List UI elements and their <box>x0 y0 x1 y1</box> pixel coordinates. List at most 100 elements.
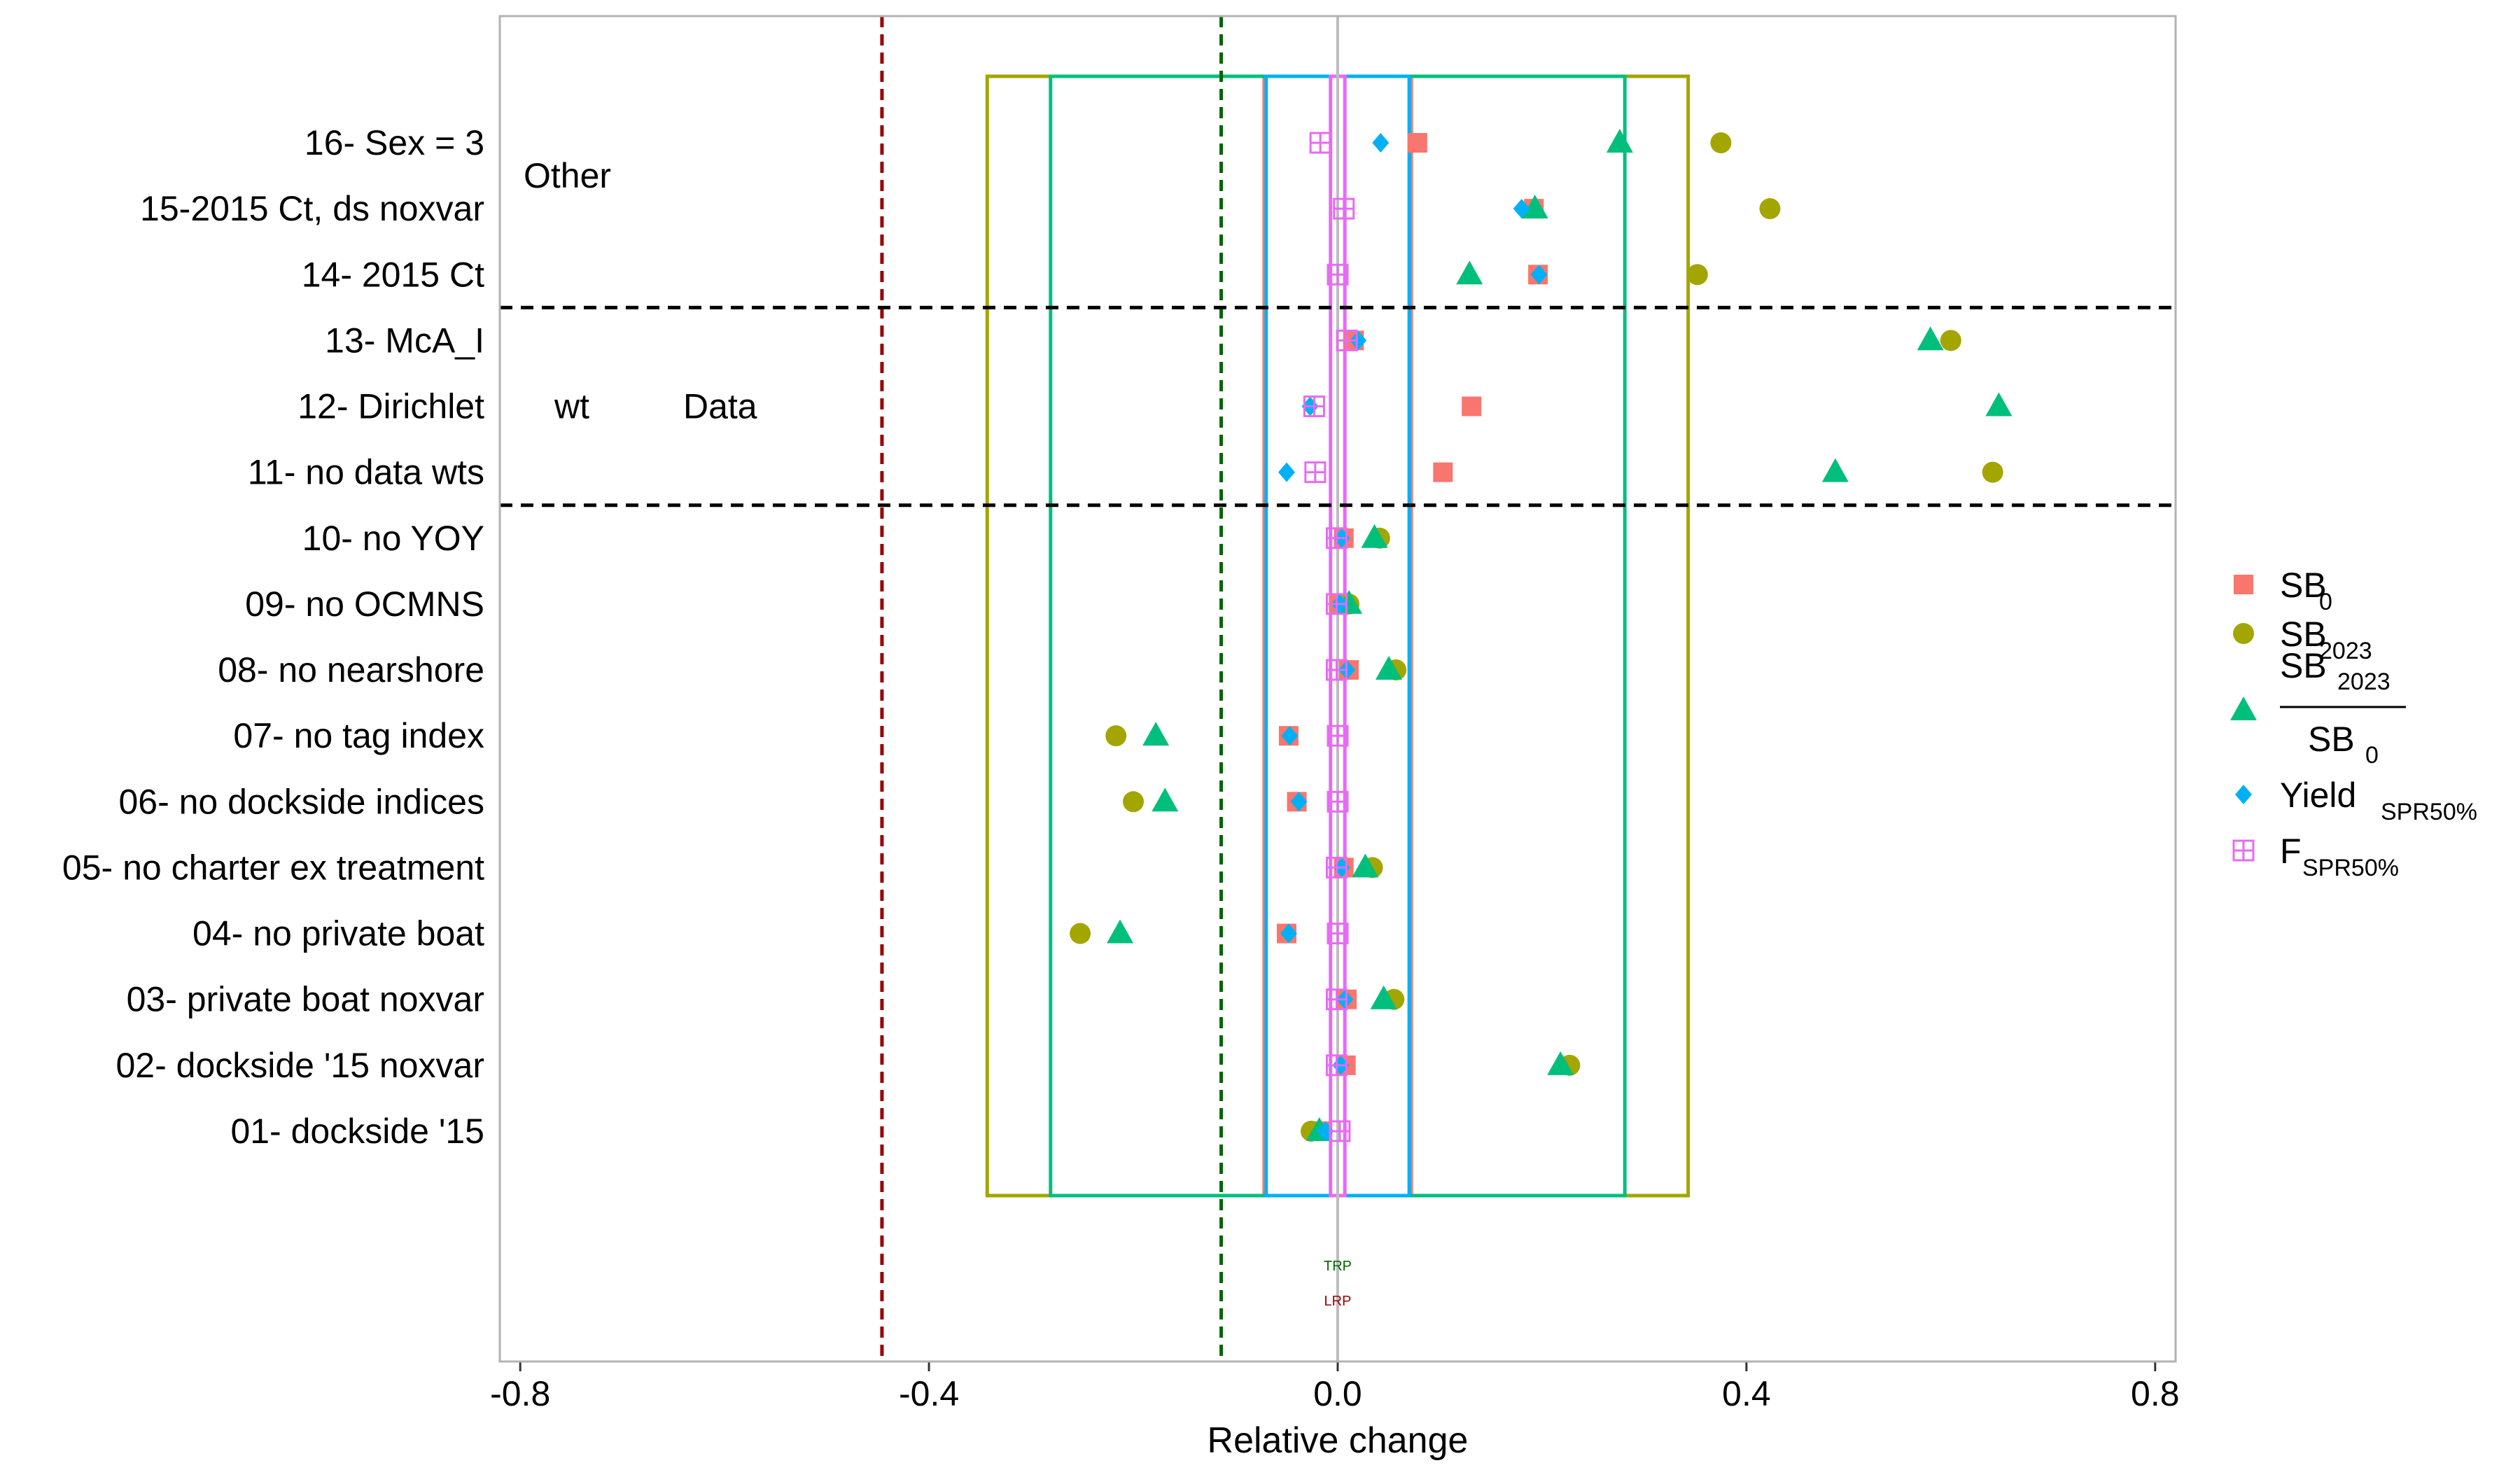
legend-key-0 <box>2234 575 2253 594</box>
point-s1-r12 <box>1070 923 1091 944</box>
point-s1-r3 <box>1940 330 1961 351</box>
x-tick-label-0: -0.8 <box>490 1374 550 1413</box>
point-s3-r0 <box>1372 133 1390 153</box>
point-s3-r10 <box>1290 792 1308 812</box>
point-s2-r9 <box>1142 722 1170 746</box>
point-s2-r1 <box>1521 195 1548 219</box>
point-s1-r10 <box>1123 791 1144 813</box>
point-s1-r5 <box>1982 461 2003 483</box>
point-s3-r5 <box>1278 462 1296 482</box>
reference-lines: LRP TRP <box>500 16 2176 1362</box>
point-s1-r1 <box>1759 198 1781 220</box>
point-s4-r4 <box>1303 396 1325 418</box>
point-s2-r4 <box>1985 392 2012 416</box>
legend-key-4 <box>2232 839 2255 862</box>
category-label-4: 12- Dirichlet <box>298 387 484 426</box>
category-label-15: 01- dockside '15 <box>230 1112 484 1151</box>
point-s4-r5 <box>1304 461 1326 484</box>
category-label-2: 14- 2015 Ct <box>302 255 484 294</box>
point-s4-r2 <box>1326 263 1349 286</box>
point-s4-r9 <box>1326 724 1349 747</box>
point-s4-r0 <box>1309 132 1331 154</box>
point-s2-r5 <box>1821 458 1849 482</box>
point-s4-r1 <box>1333 197 1355 220</box>
legend-label-1-sub: 2023 <box>2319 638 2372 664</box>
point-s4-r10 <box>1326 790 1349 813</box>
point-s0-r0 <box>1407 133 1427 153</box>
category-label-11: 05- no charter ex treatment <box>62 848 484 887</box>
category-label-14: 02- dockside '15 noxvar <box>115 1046 484 1085</box>
point-s0-r5 <box>1433 462 1453 482</box>
legend-label-3-sub: SPR50% <box>2381 799 2477 825</box>
plot-border <box>498 15 2177 1363</box>
legend-label-0: SB <box>2280 566 2327 605</box>
category-label-6: 10- no YOY <box>302 519 484 558</box>
legend-label-0-sub: 0 <box>2319 589 2332 615</box>
legend-label-1: SB <box>2280 615 2327 654</box>
category-label-10: 06- no dockside indices <box>118 782 484 821</box>
legend-label-2-denominator-sub: 0 <box>2365 742 2379 769</box>
legend-label-2-denominator: SB <box>2308 720 2355 759</box>
point-s4-r13 <box>1326 988 1348 1011</box>
x-axis-title: Relative change <box>1208 1420 1469 1461</box>
legend-key-2 <box>2230 696 2257 720</box>
point-s2-r8 <box>1375 656 1402 680</box>
point-s1-r0 <box>1710 132 1732 153</box>
point-s1-r9 <box>1105 725 1127 747</box>
point-s2-r11 <box>1352 853 1379 878</box>
category-label-12: 04- no private boat <box>192 914 484 953</box>
reference-label-lrp: LRP <box>1324 1294 1352 1309</box>
legend-label-2-numerator: SB <box>2280 646 2327 685</box>
point-s2-r14 <box>1547 1051 1574 1075</box>
point-s3-r12 <box>1280 923 1297 944</box>
category-label-0: 16- Sex = 3 <box>304 123 484 162</box>
legend-label-4: F <box>2280 832 2302 871</box>
category-label-8: 08- no nearshore <box>218 650 484 690</box>
legend-label-3: Yield <box>2280 776 2356 815</box>
x-tick-label-4: 0.8 <box>2131 1374 2180 1413</box>
point-s2-r6 <box>1361 524 1388 548</box>
category-label-13: 03- private boat noxvar <box>127 980 484 1019</box>
category-labels: 16- Sex = 3 15-2015 Ct, ds noxvar 14- 2015… <box>62 123 757 1151</box>
category-label-9: 07- no tag index <box>233 716 484 755</box>
point-s0-r4 <box>1462 396 1482 416</box>
point-s3-r3 <box>1350 330 1367 351</box>
point-s2-r10 <box>1152 788 1179 812</box>
point-s2-r13 <box>1370 985 1397 1009</box>
point-s2-r0 <box>1606 129 1633 153</box>
group-label-1: wt <box>554 387 589 426</box>
category-label-7: 09- no OCMNS <box>245 584 484 624</box>
group-label-0: Other <box>524 156 611 195</box>
category-label-1: 15-2015 Ct, ds noxvar <box>140 189 484 228</box>
point-s2-r3 <box>1917 326 1944 351</box>
point-s2-r12 <box>1107 919 1134 944</box>
point-s4-r11 <box>1326 856 1348 878</box>
x-tick-label-1: -0.4 <box>899 1374 959 1413</box>
point-s4-r15 <box>1329 1120 1351 1142</box>
group-label-2: Data <box>683 387 757 426</box>
point-s3-r2 <box>1530 265 1548 285</box>
x-tick-label-3: 0.4 <box>1722 1374 1771 1413</box>
point-s3-r1 <box>1513 199 1530 219</box>
legend-key-3 <box>2235 785 2252 804</box>
point-s4-r7 <box>1326 593 1348 615</box>
point-s4-r3 <box>1336 329 1358 351</box>
point-s4-r8 <box>1326 659 1348 681</box>
point-s1-r2 <box>1686 264 1708 286</box>
point-s3-r9 <box>1281 726 1298 746</box>
point-s4-r14 <box>1326 1054 1348 1077</box>
x-axis: -0.8 -0.4 0.0 0.4 0.8 Relative change <box>490 1362 2180 1461</box>
legend-label-4-sub: SPR50% <box>2302 855 2399 881</box>
legend-key-1 <box>2233 623 2254 644</box>
point-s2-r2 <box>1456 260 1483 285</box>
category-label-3: 13- McA_I <box>325 321 484 360</box>
point-s4-r12 <box>1326 923 1349 945</box>
data-points <box>1070 129 2012 1142</box>
x-tick-label-2: 0.0 <box>1313 1374 1362 1413</box>
reference-label-trp: TRP <box>1324 1259 1352 1274</box>
legend-label-2-numerator-sub: 2023 <box>2337 668 2390 695</box>
point-s4-r6 <box>1326 527 1348 550</box>
